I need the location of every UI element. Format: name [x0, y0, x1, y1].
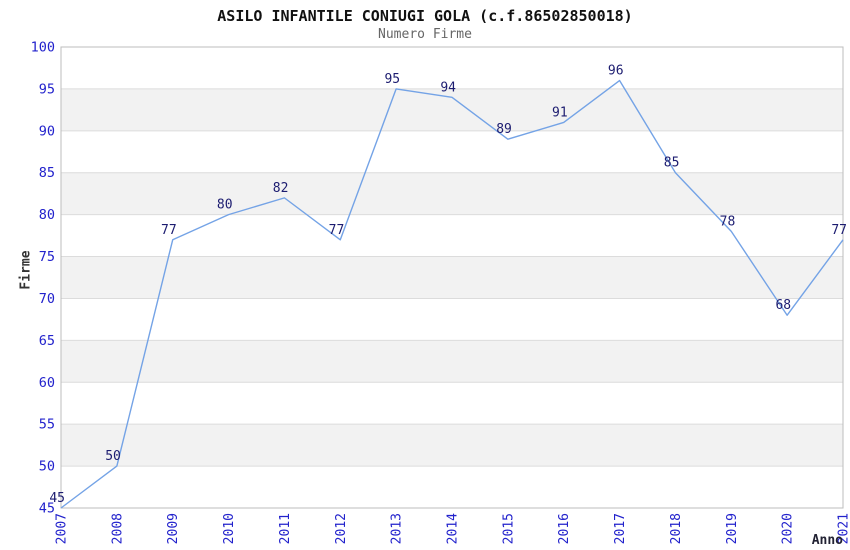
data-point-label: 82	[273, 181, 289, 196]
grid-band	[61, 424, 843, 467]
x-tick-label: 2017	[613, 513, 628, 544]
y-tick-label: 65	[39, 333, 55, 349]
data-point-label: 77	[329, 223, 345, 238]
data-point-label: 91	[552, 105, 568, 120]
y-tick-label: 70	[39, 291, 55, 307]
x-tick-label: 2020	[781, 513, 796, 544]
y-tick-label: 85	[39, 165, 55, 181]
x-tick-label: 2008	[110, 513, 125, 544]
data-point-label: 78	[720, 214, 736, 229]
plot-border	[60, 46, 844, 509]
y-tick-label: 95	[39, 81, 55, 97]
data-point-label: 85	[664, 156, 680, 171]
data-point-label: 95	[384, 72, 400, 87]
data-point-label: 89	[496, 122, 512, 137]
x-axis-title: Anno	[811, 533, 843, 548]
data-point-label: 80	[217, 198, 233, 213]
data-point-label: 45	[49, 491, 65, 506]
data-point-label: 96	[608, 64, 624, 79]
data-point-label: 50	[105, 449, 121, 464]
data-point-label: 68	[775, 298, 791, 313]
x-tick-label: 2015	[501, 513, 516, 544]
x-tick-label: 2018	[669, 513, 684, 544]
x-tick-label: 2014	[446, 513, 461, 544]
chart-title: ASILO INFANTILE CONIUGI GOLA (c.f.865028…	[217, 7, 633, 25]
y-tick-label: 60	[39, 375, 55, 391]
grid-band	[61, 88, 843, 131]
y-tick-label: 55	[39, 417, 55, 433]
y-tick-label: 90	[39, 123, 55, 139]
series-line	[60, 79, 844, 509]
y-tick-label: 80	[39, 207, 55, 223]
y-tick-label: 45	[39, 501, 55, 517]
x-tick-label: 2007	[55, 513, 70, 544]
x-tick-label: 2012	[334, 513, 349, 544]
x-tick-label: 2013	[390, 513, 405, 544]
x-tick-label: 2011	[278, 513, 293, 544]
y-tick-label: 50	[39, 459, 55, 475]
y-tick-label: 75	[39, 249, 55, 265]
x-tick-label: 2016	[557, 513, 572, 544]
y-tick-label: 100	[31, 40, 55, 56]
grid-band	[61, 340, 843, 383]
grid-band	[61, 172, 843, 215]
x-tick-label: 2010	[222, 513, 237, 544]
grid-band	[61, 256, 843, 299]
chart-subtitle: Numero Firme	[378, 27, 472, 42]
x-tick-label: 2021	[837, 513, 850, 544]
data-point-label: 77	[161, 223, 177, 238]
data-point-label: 94	[440, 80, 456, 95]
x-tick-label: 2009	[166, 513, 181, 544]
data-point-label: 77	[831, 223, 847, 238]
x-tick-label: 2019	[725, 513, 740, 544]
